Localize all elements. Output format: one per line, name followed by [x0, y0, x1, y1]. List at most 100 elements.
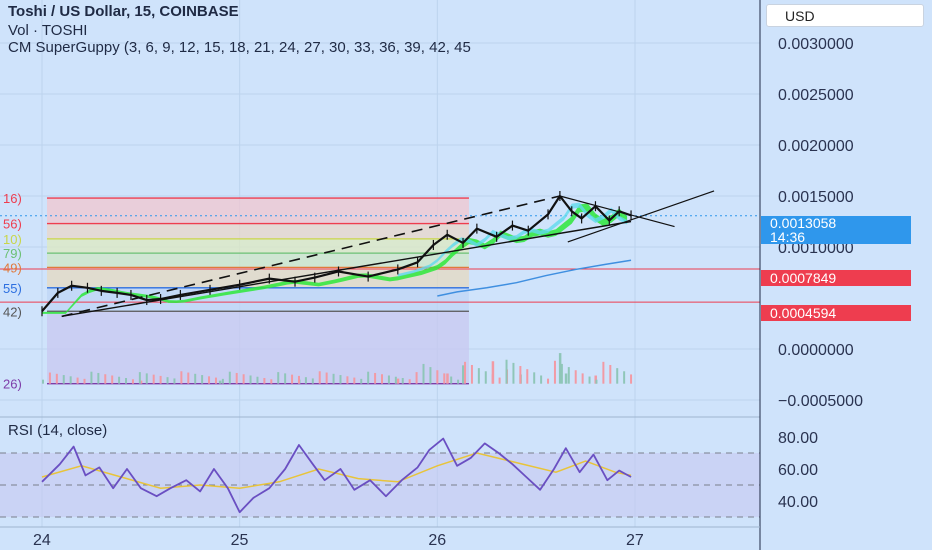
- time-tick-label: 27: [626, 532, 644, 549]
- volume-bar: [138, 372, 141, 384]
- volume-bar: [180, 371, 183, 384]
- volume-bar: [374, 372, 377, 384]
- rsi-tick-label: 40.00: [778, 494, 818, 511]
- volume-bar: [602, 361, 605, 384]
- volume-bar: [291, 374, 294, 384]
- volume-bar: [564, 373, 568, 384]
- price-level-tag-1: 0.0007849: [761, 270, 911, 286]
- volume-bar: [221, 378, 224, 384]
- fib-zone: [47, 198, 469, 224]
- volume-bar: [304, 377, 307, 384]
- volume-bar: [394, 376, 397, 384]
- fib-level-labels: 16) 56)10)79)49) 55) 42) 26): [3, 191, 22, 392]
- volume-bar: [284, 373, 287, 384]
- volume-bar: [512, 362, 515, 384]
- volume-bar: [491, 374, 494, 384]
- volume-bar: [560, 363, 563, 384]
- volume-bar: [332, 373, 335, 384]
- volume-bar: [90, 371, 93, 384]
- volume-bar: [263, 378, 266, 384]
- volume-bar: [118, 376, 121, 384]
- volume-bar: [201, 375, 204, 384]
- fib-level-label: 26): [3, 377, 22, 392]
- volume-bar: [76, 377, 79, 384]
- volume-legend[interactable]: Vol · TOSHI: [8, 22, 88, 39]
- volume-bar: [616, 368, 619, 384]
- fib-retracement: [47, 197, 469, 385]
- rsi-pane: [0, 437, 760, 518]
- volume-bar: [242, 374, 245, 384]
- volume-bar: [477, 368, 480, 384]
- sma-line: [437, 259, 632, 297]
- volume-bar: [505, 359, 508, 384]
- volume-bar: [173, 378, 176, 384]
- volume-bar: [111, 375, 114, 384]
- volume-bar: [588, 376, 591, 384]
- volume-bar: [436, 370, 439, 384]
- fib-level-label: 49): [3, 260, 22, 275]
- volume-bar: [152, 374, 155, 384]
- volume-bar: [553, 360, 556, 384]
- volume-bar: [145, 373, 148, 384]
- volume-bar: [48, 372, 51, 384]
- trendline-upper: [61, 195, 561, 318]
- volume-bar: [228, 371, 231, 384]
- volume-bar: [208, 376, 211, 384]
- volume-bar: [194, 373, 197, 384]
- volume-bar: [214, 377, 217, 384]
- volume-bars: [42, 353, 633, 384]
- volume-bar: [581, 373, 584, 384]
- fib-zone: [47, 267, 469, 288]
- volume-bar: [380, 374, 383, 384]
- triangle-upper-line: [559, 195, 675, 228]
- volume-bar: [594, 375, 597, 384]
- volume-bar: [623, 371, 626, 384]
- volume-bar: [187, 372, 190, 384]
- price-level-tag-2: 0.0004594: [761, 305, 911, 321]
- volume-bar: [104, 374, 107, 384]
- volume-bar: [630, 374, 633, 384]
- volume-bar: [595, 379, 598, 384]
- volume-bar: [547, 378, 550, 384]
- fib-zone: [47, 238, 469, 254]
- indicator-legend[interactable]: CM SuperGuppy (3, 6, 9, 12, 15, 18, 21, …: [8, 39, 471, 56]
- volume-bar: [401, 378, 404, 384]
- volume-bar: [297, 375, 300, 384]
- volume-bar: [131, 379, 134, 384]
- time-axis[interactable]: 24 25 26 27: [33, 532, 644, 549]
- volume-bar: [415, 372, 418, 384]
- volume-bar: [609, 364, 612, 384]
- price-axis[interactable]: 0.0030000 0.0025000 0.0020000 0.0015000 0.00…: [778, 36, 863, 410]
- volume-bar: [360, 378, 363, 384]
- fib-level-label: 16): [3, 191, 22, 206]
- volume-bar: [42, 379, 44, 384]
- volume-bar: [318, 371, 321, 384]
- volume-bar: [339, 375, 342, 384]
- volume-bar: [491, 361, 495, 384]
- volume-bar: [408, 379, 411, 384]
- volume-bar: [567, 367, 570, 384]
- volume-bar: [457, 379, 460, 384]
- volume-bar: [235, 372, 238, 384]
- price-tick-label: 0.0020000: [778, 138, 854, 155]
- volume-bar: [443, 373, 446, 384]
- fib-zone: [47, 253, 469, 268]
- fib-level-label: 10): [3, 232, 22, 247]
- current-price-value: 0.0013058: [770, 215, 837, 231]
- price-tick-label: −0.0005000: [778, 393, 863, 410]
- fib-zone: [47, 223, 469, 239]
- price-tick-label: 0.0010000: [778, 240, 854, 257]
- guppy-ribbon: [42, 202, 628, 314]
- volume-bar: [62, 375, 65, 384]
- volume-bar: [353, 377, 356, 384]
- volume-bar: [277, 372, 280, 384]
- chart-title[interactable]: Toshi / US Dollar, 15, COINBASE: [8, 3, 239, 20]
- fib-level-label: 55): [3, 281, 22, 296]
- volume-bar: [464, 361, 467, 384]
- rsi-legend[interactable]: RSI (14, close): [8, 422, 108, 439]
- volume-bar: [346, 376, 349, 384]
- rsi-tick-label: 80.00: [778, 430, 818, 447]
- currency-button[interactable]: USD: [766, 4, 924, 27]
- volume-bar: [540, 375, 543, 384]
- rsi-line: [41, 437, 632, 514]
